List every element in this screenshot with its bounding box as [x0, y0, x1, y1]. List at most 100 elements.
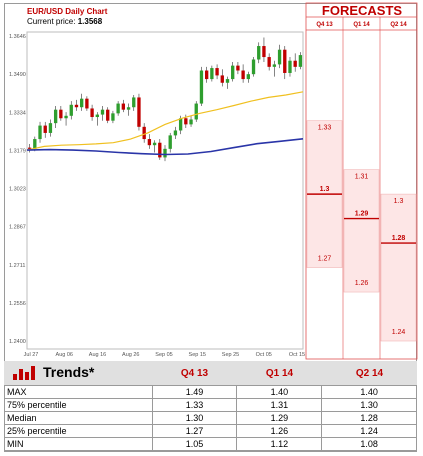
y-tick-label: 1.3179	[9, 148, 26, 154]
candle-body	[293, 60, 297, 67]
candle-body	[215, 68, 219, 76]
current-price: Current price: 1.3568	[27, 17, 102, 26]
candle-body	[111, 113, 115, 121]
x-tick-label: Aug 06	[56, 352, 73, 358]
current-price-label: Current price:	[27, 17, 76, 26]
cell-value: 1.31	[236, 398, 323, 412]
plot-area	[26, 31, 304, 350]
cell-value: 1.12	[236, 437, 323, 451]
x-tick-label: Aug 26	[122, 352, 139, 358]
candle-body	[85, 98, 89, 109]
x-tick-label: Oct 05	[256, 352, 272, 358]
candle-body	[257, 46, 261, 60]
candle-body	[189, 119, 193, 125]
row-label: 25% percentile	[4, 424, 153, 438]
candle-body	[142, 126, 146, 140]
trends-col-q2-14: Q2 14	[355, 368, 384, 379]
candle-body	[95, 114, 99, 118]
candle-body	[53, 109, 58, 124]
trends-title-text: Trends	[43, 364, 89, 380]
ma-fast-line	[26, 91, 304, 151]
candle-body	[163, 148, 167, 158]
candle-body	[231, 65, 235, 80]
candle-body	[251, 59, 256, 75]
forecast-range-box	[343, 169, 380, 293]
forecast-col-label: Q2 14	[390, 22, 407, 28]
forecast-min-label: 1.27	[318, 256, 332, 263]
row-label: Median	[4, 411, 153, 425]
candle-body	[64, 115, 68, 119]
forecast-max-label: 1.33	[318, 125, 332, 132]
cell-value: 1.26	[236, 424, 323, 438]
forecast-median-label: 1.29	[355, 211, 369, 218]
forecast-min-label: 1.26	[355, 280, 369, 287]
candle-body	[298, 55, 303, 67]
candle-body	[178, 118, 183, 131]
candle-body	[194, 103, 198, 120]
candle-body	[126, 107, 131, 110]
y-tick-label: 1.3490	[9, 72, 26, 78]
table-row: Median 1.30 1.29 1.28	[4, 411, 417, 425]
cell-value: 1.40	[321, 385, 417, 399]
candle-body	[168, 135, 172, 149]
cell-value: 1.05	[151, 437, 238, 451]
forecast-median-label: 1.28	[392, 235, 406, 242]
candle-body	[262, 46, 266, 58]
cell-value: 1.49	[151, 385, 238, 399]
y-tick-label: 1.2867	[9, 225, 26, 231]
y-tick-label: 1.2400	[9, 339, 26, 345]
cell-value: 1.27	[151, 424, 238, 438]
cell-value: 1.29	[236, 411, 323, 425]
y-tick-label: 1.3334	[9, 110, 26, 116]
trends-col-q1-14: Q1 14	[265, 368, 294, 379]
row-label: 75% percentile	[4, 398, 153, 412]
candle-body	[267, 57, 271, 67]
x-tick-label: Sep 05	[155, 352, 172, 358]
table-row: 25% percentile 1.27 1.26 1.24	[4, 424, 417, 438]
cell-value: 1.28	[321, 411, 417, 425]
x-tick-label: Aug 16	[89, 352, 106, 358]
cell-value: 1.08	[321, 437, 417, 451]
forecast-col-label: Q1 14	[353, 22, 370, 28]
forecast-min-label: 1.24	[392, 329, 406, 336]
candle-body	[38, 125, 42, 140]
candle-body	[90, 108, 94, 118]
candle-body	[137, 97, 141, 127]
forecasts-title: FORECASTS	[321, 3, 403, 18]
y-tick-label: 1.3023	[9, 187, 26, 193]
cell-value: 1.40	[236, 385, 323, 399]
candle-body	[184, 118, 188, 125]
x-tick-label: Sep 15	[189, 352, 206, 358]
row-label: MIN	[4, 437, 153, 451]
forecast-col-label: Q4 13	[316, 22, 333, 28]
trends-asterisk: *	[88, 364, 95, 380]
forecast-panel	[305, 2, 418, 360]
candle-body	[80, 98, 84, 108]
cell-value: 1.24	[321, 424, 417, 438]
bar-chart-icon	[13, 366, 35, 380]
candle-body	[158, 142, 162, 158]
candle-body	[277, 49, 282, 65]
candle-body	[220, 75, 224, 83]
candle-body	[33, 139, 37, 149]
x-tick-label: Sep 25	[222, 352, 239, 358]
table-row: MAX 1.49 1.40 1.40	[4, 385, 417, 399]
x-tick-label: Jul 27	[24, 352, 39, 358]
candle-body	[199, 70, 204, 104]
candle-body	[210, 68, 214, 80]
ma-slow-line	[26, 138, 304, 156]
trends-col-q4-13: Q4 13	[180, 368, 209, 379]
candle-body	[204, 70, 209, 80]
candle-body	[100, 109, 105, 115]
candle-body	[147, 139, 152, 146]
y-tick-label: 1.2556	[9, 301, 26, 307]
forecast-max-label: 1.31	[355, 174, 369, 181]
forecast-max-label: 1.3	[394, 198, 404, 205]
chart-title: EUR/USD Daily Chart	[27, 7, 108, 16]
current-price-value: 1.3568	[77, 17, 103, 26]
table-row: 75% percentile 1.33 1.31 1.30	[4, 398, 417, 412]
candle-body	[272, 64, 277, 67]
candle-body	[283, 49, 287, 73]
cell-value: 1.33	[151, 398, 238, 412]
